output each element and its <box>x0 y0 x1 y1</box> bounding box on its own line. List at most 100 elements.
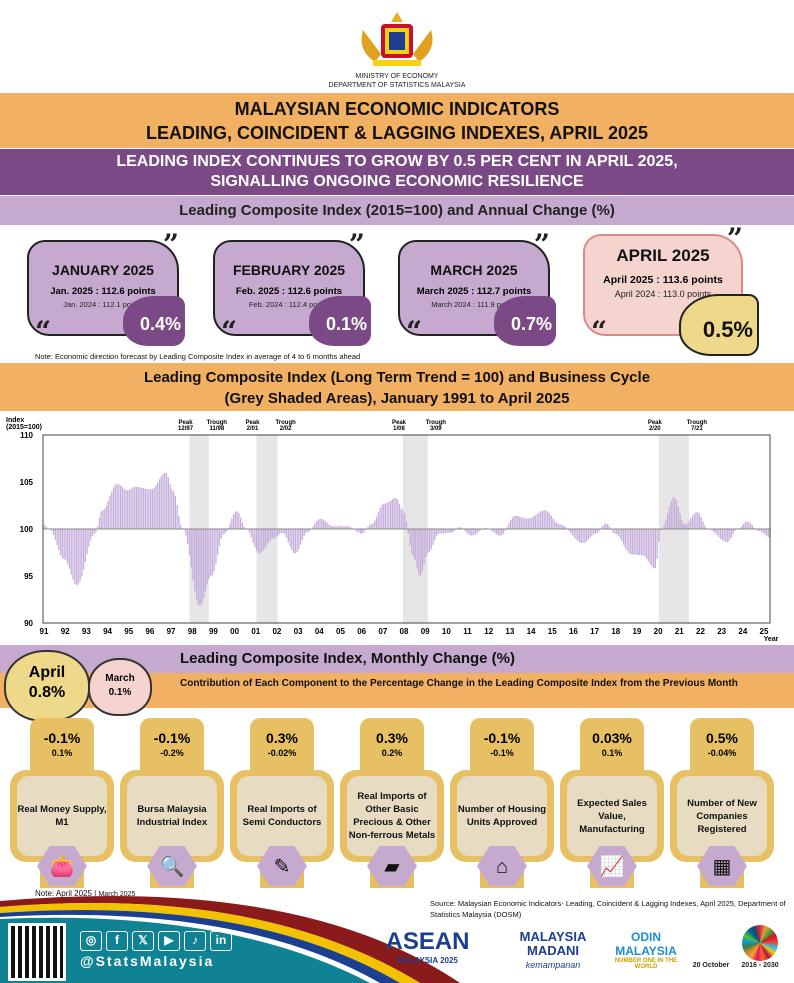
odin-sub: NUMBER ONE IN THE WORLD <box>614 958 678 970</box>
x-tick-label: 15 <box>548 627 557 636</box>
close-quote-icon: ” <box>348 228 365 261</box>
component-april-value: 0.3% <box>376 730 408 746</box>
component-card: -0.1% 0.1% Real Money Supply, M1 👛 <box>10 718 114 888</box>
madani-logo: MALAYSIA MADANI kemampanan <box>498 930 608 972</box>
headline-line-2: SIGNALLING ONGOING ECONOMIC RESILIENCE <box>210 173 584 190</box>
card-previous-points: Jan. 2024 : 112.1 points <box>63 300 143 309</box>
peak-label: Peak 2/01 <box>245 420 260 432</box>
component-values: 0.03% 0.1% <box>580 718 644 778</box>
month-card-february: FEBRUARY 2025 Feb. 2025 : 112.6 points Feb… <box>213 228 371 348</box>
open-quote-icon: “ <box>221 315 238 348</box>
y-tick-label: 95 <box>24 572 33 581</box>
x-tick-label: 13 <box>505 627 514 636</box>
trough-label: Trough 11/98 <box>207 420 228 432</box>
april-label: April <box>28 664 66 681</box>
trough-label: Trough 3/09 <box>426 420 447 432</box>
card-current-points: April 2025 : 113.6 points <box>603 274 723 286</box>
x-tick-label: 12 <box>484 627 493 636</box>
component-name: Real Imports of Other Basic Precious & O… <box>347 776 437 856</box>
trough-label: Trough 7/21 <box>687 420 708 432</box>
y-axis-label: Index (2015=100) <box>6 417 42 431</box>
component-card: 0.3% -0.02% Real Imports of Semi Conductor… <box>230 718 334 888</box>
x-tick-label: 99 <box>209 627 218 636</box>
x-tick-label: 95 <box>124 627 133 636</box>
x-tick-label: 06 <box>357 627 366 636</box>
x-tick-label: 01 <box>251 627 260 636</box>
x-tick-label: 22 <box>696 627 705 636</box>
x-tick-label: 16 <box>569 627 578 636</box>
card-month: APRIL 2025 <box>616 246 710 265</box>
x-tick-label: 03 <box>294 627 303 636</box>
facebook-icon[interactable]: f <box>106 931 128 951</box>
component-march-value: 0.1% <box>51 748 73 758</box>
trough-label: Trough 2/02 <box>275 420 296 432</box>
qr-code[interactable] <box>8 923 66 981</box>
x-tick-label: 05 <box>336 627 345 636</box>
component-name: Number of Housing Units Approved <box>457 776 547 856</box>
component-april-value: -0.1% <box>153 730 191 746</box>
component-name: Real Money Supply, M1 <box>17 776 107 856</box>
card-current-points: Feb. 2025 : 112.6 points <box>235 286 343 297</box>
component-march-value: -0.02% <box>267 748 297 758</box>
component-label-box: Real Imports of Other Basic Precious & O… <box>340 770 444 862</box>
note-april: Note: April 2025 <box>35 889 92 898</box>
peak-label: Peak 2/20 <box>648 420 663 432</box>
component-label-box: Expected Sales Value, Manufacturing <box>560 770 664 862</box>
card-annual-change: 0.1% <box>309 296 371 346</box>
report-title: MALAYSIAN ECONOMIC INDICATORS LEADING, C… <box>0 93 794 148</box>
component-values: 0.5% -0.04% <box>690 718 754 778</box>
component-march-value: 0.2% <box>381 748 403 758</box>
linkedin-icon[interactable]: in <box>210 931 232 951</box>
leading-index-chart: Peak 12/97 Trough 11/98 Peak 2/01 Trough 2/02 Pe… <box>6 417 779 643</box>
ministry-text: MINISTRY OF ECONOMY DEPARTMENT OF STATIS… <box>0 72 794 90</box>
chart-title-line-1: Leading Composite Index (Long Term Trend… <box>143 369 651 386</box>
component-name: Number of New Companies Registered <box>677 776 767 856</box>
chart-title-line-2: (Grey Shaded Areas), January 1991 to Apr… <box>224 390 570 407</box>
x-tick-label: 21 <box>675 627 684 636</box>
header: MINISTRY OF ECONOMY DEPARTMENT OF STATIS… <box>0 0 794 92</box>
social-handle[interactable]: @StatsMalaysia <box>80 953 215 969</box>
march-value: 0.1% <box>108 687 132 698</box>
card-annual-change: 0.4% <box>123 296 185 346</box>
x-tick-label: 20 <box>654 627 663 636</box>
x-tick-label: 17 <box>590 627 599 636</box>
card-previous-points: Feb. 2024 : 112.4 points <box>248 300 330 309</box>
madani-text: MALAYSIA MADANI <box>519 929 587 958</box>
youtube-icon[interactable]: ▶ <box>158 931 180 951</box>
card-month: FEBRUARY 2025 <box>232 262 346 278</box>
x-tick-label: 91 <box>40 627 49 636</box>
x-tick-label: 93 <box>82 627 91 636</box>
component-values: 0.3% -0.02% <box>250 718 314 778</box>
month-card-april: APRIL 2025 April 2025 : 113.6 points April… <box>583 222 759 356</box>
coat-of-arms-logo <box>361 12 433 66</box>
card-previous-points: March 2024 : 111.9 points <box>431 300 517 309</box>
sdg-years: 2016 - 2030 <box>741 962 779 969</box>
x-tick-label: 98 <box>188 627 197 636</box>
x-tick-label: 24 <box>738 627 747 636</box>
component-card: 0.5% -0.04% Number of New Companies Regist… <box>670 718 774 888</box>
tiktok-icon[interactable]: ♪ <box>184 931 206 951</box>
metal-bar-icon: ▰ <box>367 846 417 886</box>
title-line-1: MALAYSIAN ECONOMIC INDICATORS <box>234 99 560 119</box>
x-tick-label: 25 <box>760 627 769 636</box>
component-values: -0.1% 0.1% <box>30 718 94 778</box>
x-tick-label: 10 <box>442 627 451 636</box>
chip-icon: ✎ <box>257 846 307 886</box>
plot-border <box>42 434 771 624</box>
component-name: Expected Sales Value, Manufacturing <box>567 776 657 856</box>
component-name: Real Imports of Semi Conductors <box>237 776 327 856</box>
headline-line-1: LEADING INDEX CONTINUES TO GROW BY 0.5 P… <box>116 153 678 170</box>
months-note: Note: April 2025 | March 2025 <box>35 889 136 898</box>
instagram-icon[interactable]: ◎ <box>80 931 102 951</box>
component-values: -0.1% -0.1% <box>470 718 534 778</box>
month-card-march: MARCH 2025 March 2025 : 112.7 points March… <box>398 228 556 348</box>
component-values: -0.1% -0.2% <box>140 718 204 778</box>
x-tick-label: 92 <box>61 627 70 636</box>
close-quote-icon: ” <box>533 228 550 261</box>
component-april-value: 0.03% <box>592 730 632 746</box>
card-annual-change: 0.5% <box>679 294 759 356</box>
x-tick-label: 97 <box>167 627 176 636</box>
open-quote-icon: “ <box>35 315 52 348</box>
x-icon[interactable]: 𝕏 <box>132 931 154 951</box>
x-tick-label: 94 <box>103 627 112 636</box>
